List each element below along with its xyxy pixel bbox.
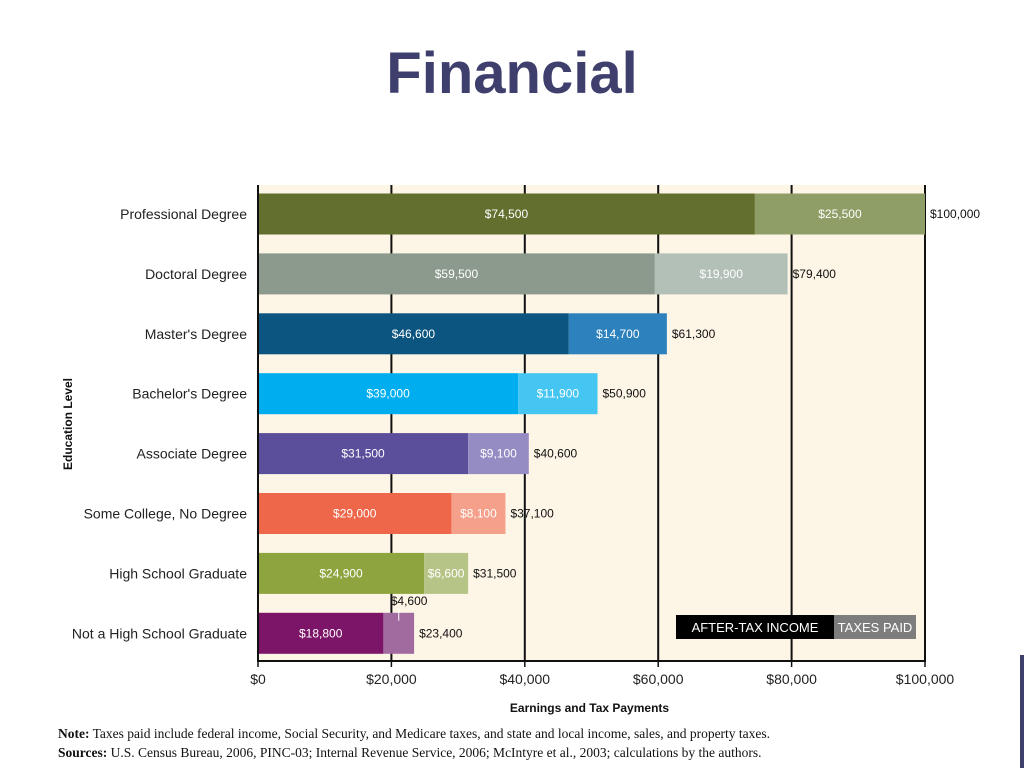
total-value-label: $61,300 (672, 327, 716, 341)
taxes-value-label: $14,700 (596, 327, 640, 341)
after-tax-value-label: $24,900 (319, 566, 363, 580)
category-label: Not a High School Graduate (72, 625, 247, 641)
after-tax-value-label: $31,500 (341, 447, 385, 461)
category-label: Some College, No Degree (84, 506, 248, 522)
x-tick-label: $60,000 (633, 671, 684, 687)
legend-swatch-after-tax (676, 615, 834, 639)
category-label: High School Graduate (109, 565, 247, 581)
x-tick-label: $40,000 (499, 671, 550, 687)
total-value-label: $100,000 (930, 207, 980, 221)
x-tick-label: $20,000 (366, 671, 417, 687)
taxes-value-label: $6,600 (428, 566, 465, 580)
total-value-label: $23,400 (419, 626, 463, 640)
taxes-value-label: $9,100 (480, 447, 517, 461)
sources-label: Sources: (58, 745, 108, 760)
total-value-label: $40,600 (534, 447, 578, 461)
chart-sources: Sources: U.S. Census Bureau, 2006, PINC-… (58, 745, 978, 761)
after-tax-value-label: $59,500 (435, 267, 479, 281)
total-value-label: $37,100 (510, 507, 554, 521)
bar-after-tax (258, 493, 452, 534)
taxes-value-label: $11,900 (537, 387, 580, 401)
taxes-value-label: $19,900 (700, 267, 744, 281)
legend-label-taxes-paid: TAXES PAID (838, 620, 913, 635)
bar-after-tax (258, 433, 469, 475)
after-tax-value-label: $18,800 (299, 626, 343, 640)
taxes-value-label: $4,600 (391, 594, 428, 608)
bar-taxes-paid (568, 313, 667, 355)
total-value-label: $31,500 (473, 566, 517, 580)
bar-after-tax (258, 373, 519, 415)
bar-after-tax (258, 253, 655, 295)
chart-note: Note: Taxes paid include federal income,… (58, 726, 978, 742)
x-tick-label: $0 (250, 671, 266, 687)
bar-taxes-paid (468, 433, 529, 475)
category-label: Master's Degree (145, 326, 247, 342)
total-value-label: $50,900 (603, 387, 647, 401)
after-tax-value-label: $29,000 (333, 507, 377, 521)
category-label: Associate Degree (136, 446, 247, 462)
x-tick-label: $100,000 (896, 671, 955, 687)
bar-taxes-paid (451, 493, 506, 534)
taxes-value-label: $25,500 (818, 207, 862, 221)
x-axis-title: Earnings and Tax Payments (510, 701, 669, 715)
note-text: Taxes paid include federal income, Socia… (89, 726, 771, 741)
x-tick-label: $80,000 (766, 671, 817, 687)
y-axis-title: Education Level (61, 378, 75, 470)
bar-after-tax (258, 193, 755, 235)
sources-text: U.S. Census Bureau, 2006, PINC-03; Inter… (107, 745, 762, 760)
bar-taxes-paid (754, 193, 925, 235)
total-value-label: $79,400 (793, 267, 837, 281)
bar-after-tax (258, 612, 384, 654)
category-label: Bachelor's Degree (132, 386, 247, 402)
bar-taxes-paid (518, 373, 598, 415)
bar-taxes-paid (654, 253, 788, 295)
slide-title: Financial (386, 41, 638, 106)
bar-after-tax (258, 552, 425, 594)
taxes-value-label: $8,100 (460, 507, 497, 521)
after-tax-value-label: $74,500 (485, 207, 529, 221)
legend-label-after-tax: AFTER-TAX INCOME (692, 620, 819, 635)
category-label: Professional Degree (120, 206, 247, 222)
legend-swatch-taxes-paid (834, 615, 916, 639)
bar-after-tax (258, 313, 569, 355)
slide-edge-decoration (1020, 655, 1024, 768)
category-label: Doctoral Degree (145, 266, 247, 282)
after-tax-value-label: $39,000 (366, 387, 410, 401)
note-label: Note: (58, 726, 90, 741)
bar-taxes-paid (424, 552, 469, 594)
after-tax-value-label: $46,600 (392, 327, 436, 341)
